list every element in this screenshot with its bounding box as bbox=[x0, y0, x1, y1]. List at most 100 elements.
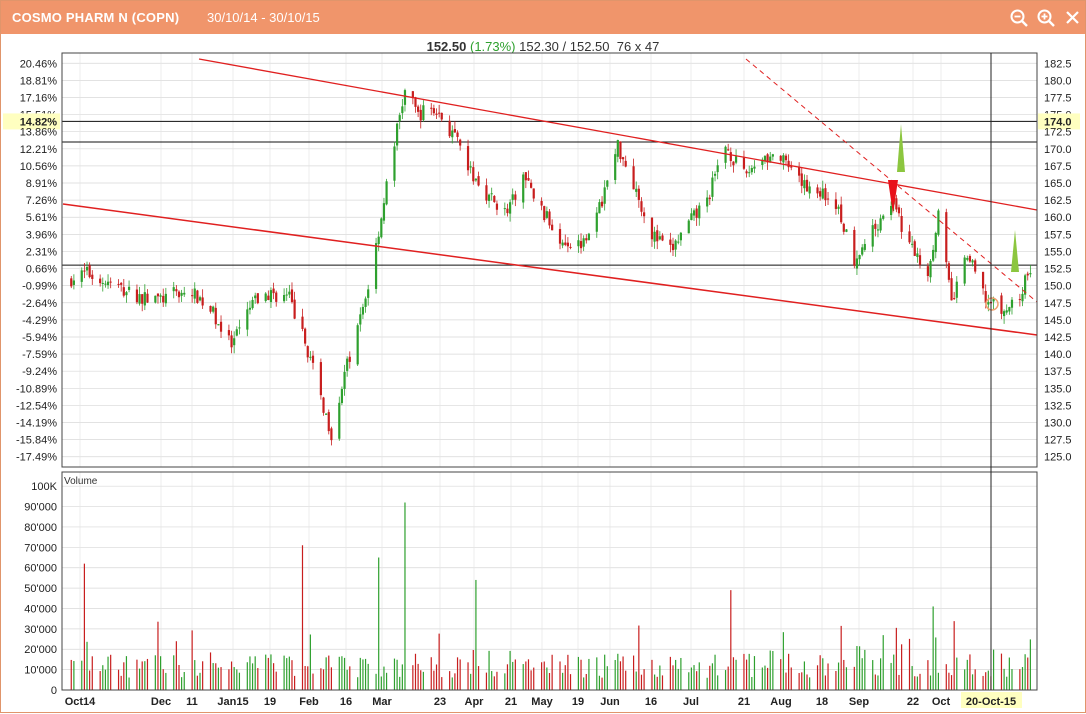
candle-body bbox=[417, 106, 420, 112]
candle-body bbox=[582, 238, 585, 247]
x-tick-label: 23 bbox=[434, 696, 446, 708]
bid-ask: 152.30 / 152.50 bbox=[519, 39, 610, 54]
candle-body bbox=[180, 292, 183, 296]
volume-tick-label: 50'000 bbox=[24, 583, 57, 595]
candle-body bbox=[288, 291, 291, 295]
right-tick-label: 172.5 bbox=[1044, 127, 1072, 139]
left-tick-label: -12.54% bbox=[16, 400, 57, 412]
candle-body bbox=[267, 295, 270, 301]
zoom-out-icon[interactable] bbox=[1008, 7, 1030, 29]
candle-body bbox=[448, 120, 451, 137]
candle-body bbox=[254, 295, 257, 299]
candle-body bbox=[1008, 307, 1011, 312]
right-tick-label: 155.0 bbox=[1044, 246, 1072, 258]
candle-body bbox=[508, 202, 512, 214]
candle-body bbox=[713, 173, 717, 176]
zoom-in-icon[interactable] bbox=[1035, 7, 1057, 29]
candle-body bbox=[769, 156, 772, 163]
candle-body bbox=[1018, 299, 1021, 301]
x-tick-label: Apr bbox=[465, 696, 485, 708]
left-tick-label: -4.29% bbox=[22, 315, 57, 327]
right-tick-label: 145.0 bbox=[1044, 315, 1072, 327]
left-tick-label: -2.64% bbox=[22, 298, 57, 310]
candle-body bbox=[477, 176, 480, 186]
candle-body bbox=[485, 185, 488, 201]
left-tick-label: 18.81% bbox=[20, 75, 58, 87]
candle-body bbox=[782, 155, 785, 163]
candle-body bbox=[122, 287, 125, 296]
candle-body bbox=[585, 238, 588, 241]
candle-body bbox=[209, 305, 212, 312]
price-volume-chart[interactable]: 20.46%18.81%17.16%15.51%14.82%13.86%12.2… bbox=[1, 34, 1085, 714]
candle-body bbox=[895, 198, 898, 210]
candle-body bbox=[374, 243, 378, 289]
candle-body bbox=[871, 225, 874, 247]
candle-body bbox=[677, 241, 680, 243]
candle-body bbox=[398, 115, 401, 122]
candle-body bbox=[784, 155, 788, 161]
candle-body bbox=[750, 168, 753, 173]
volume-tick-label: 40'000 bbox=[24, 603, 57, 615]
volume-panel-frame bbox=[61, 471, 1038, 691]
volume-tick-label: 20'000 bbox=[24, 644, 57, 656]
candle-body bbox=[175, 289, 178, 292]
signal-markers bbox=[888, 124, 1019, 311]
candle-body bbox=[304, 328, 307, 344]
candle-body bbox=[191, 295, 194, 297]
right-tick-label: 180.0 bbox=[1044, 75, 1072, 87]
left-tick-label: 14.82% bbox=[20, 116, 58, 128]
candle-body bbox=[393, 146, 396, 181]
candle-body bbox=[120, 282, 123, 285]
left-tick-label: 5.61% bbox=[26, 212, 57, 224]
right-tick-label: 182.5 bbox=[1044, 58, 1072, 70]
candle-body bbox=[971, 260, 974, 263]
candle-body bbox=[432, 108, 435, 114]
candle-body bbox=[230, 335, 233, 348]
candle-body bbox=[154, 295, 157, 303]
candle-body bbox=[950, 278, 953, 301]
x-tick-label: 11 bbox=[186, 696, 198, 708]
candle-body bbox=[603, 187, 606, 204]
x-tick-label: 18 bbox=[816, 696, 828, 708]
candle-body bbox=[729, 152, 732, 162]
right-tick-label: 165.0 bbox=[1044, 178, 1072, 190]
left-tick-label: 8.91% bbox=[26, 178, 57, 190]
candle-body bbox=[840, 204, 843, 223]
close-icon[interactable] bbox=[1062, 7, 1084, 29]
candle-body bbox=[522, 174, 525, 203]
candle-body bbox=[650, 217, 654, 240]
price-highlight bbox=[1038, 113, 1080, 130]
candle-body bbox=[968, 256, 972, 262]
candle-body bbox=[451, 130, 454, 138]
x-tick-label: 20-Oct-15 bbox=[966, 696, 1016, 708]
volume-tick-label: 0 bbox=[51, 685, 57, 697]
candle-body bbox=[798, 167, 801, 176]
price-grid bbox=[62, 53, 1037, 467]
candle-body bbox=[127, 286, 131, 290]
candle-body bbox=[874, 223, 877, 229]
left-tick-label: 0.66% bbox=[26, 264, 57, 276]
candle-body bbox=[395, 123, 399, 146]
upper-channel-line bbox=[198, 58, 1038, 211]
candle-body bbox=[748, 172, 751, 174]
candle-body bbox=[235, 329, 238, 336]
candle-body bbox=[771, 154, 774, 157]
candle-body bbox=[532, 188, 535, 199]
candle-body bbox=[824, 188, 827, 201]
candle-body bbox=[853, 229, 856, 266]
candle-body bbox=[1010, 299, 1014, 308]
candle-body bbox=[487, 194, 491, 201]
candle-body bbox=[837, 206, 840, 209]
candle-body bbox=[926, 266, 929, 276]
candle-body bbox=[981, 271, 985, 289]
candle-body bbox=[734, 156, 738, 163]
candle-body bbox=[708, 197, 711, 200]
candle-body bbox=[511, 194, 514, 200]
date-highlight bbox=[961, 692, 1022, 708]
right-tick-label: 177.5 bbox=[1044, 92, 1072, 104]
candle-body bbox=[201, 297, 204, 306]
candle-body bbox=[264, 293, 267, 301]
candle-body bbox=[656, 230, 659, 242]
candle-body bbox=[382, 203, 386, 221]
